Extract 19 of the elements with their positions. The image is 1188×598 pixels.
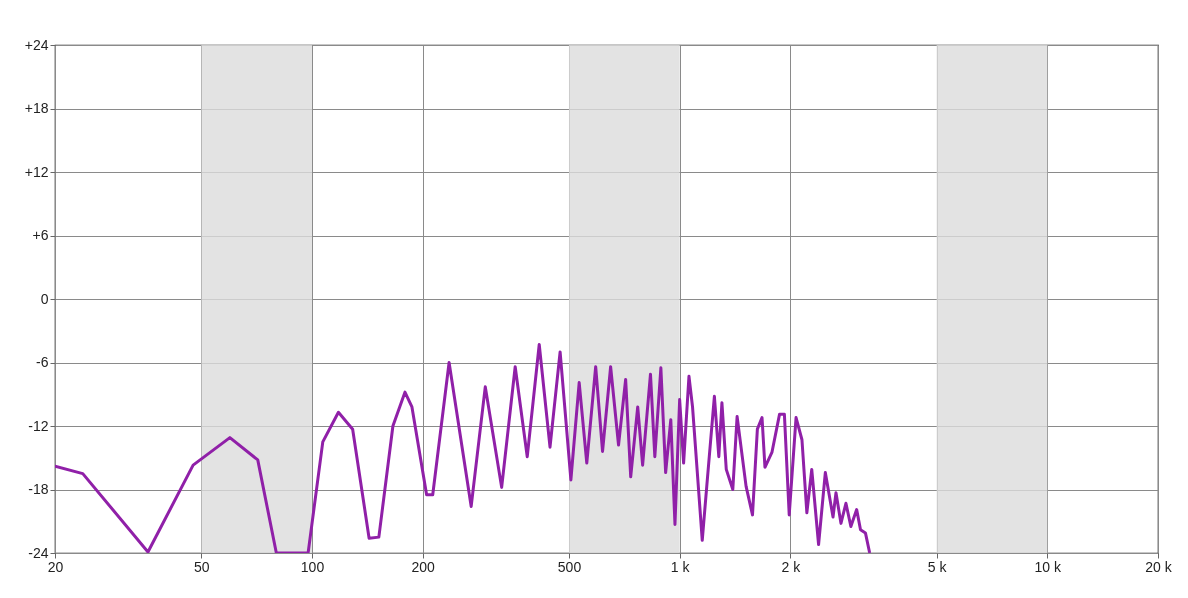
y-tick-label: -24: [28, 544, 49, 561]
x-tick-label: 1 k: [670, 558, 691, 575]
x-tick-label: 20 k: [1145, 558, 1173, 575]
x-tick-label: 10 k: [1034, 558, 1063, 575]
y-tick-label: +18: [24, 100, 49, 116]
y-tick-label: -6: [36, 354, 49, 370]
x-tick-label: 5 k: [927, 558, 948, 575]
x-tick-label: 50: [194, 558, 210, 575]
x-tick-label: 100: [300, 558, 325, 575]
y-tick-label: +6: [32, 227, 49, 243]
y-tick-label: +24: [24, 36, 49, 53]
y-tick-label: -18: [28, 481, 49, 497]
y-tick-label: -12: [28, 417, 49, 434]
x-tick-label: 20: [47, 558, 64, 575]
x-tick-label: 500: [557, 558, 582, 575]
y-tick-label: 0: [40, 290, 49, 307]
x-tick-label: 2 k: [781, 558, 802, 575]
y-tick-label: +12: [24, 163, 49, 180]
x-tick-label: 200: [411, 558, 436, 575]
